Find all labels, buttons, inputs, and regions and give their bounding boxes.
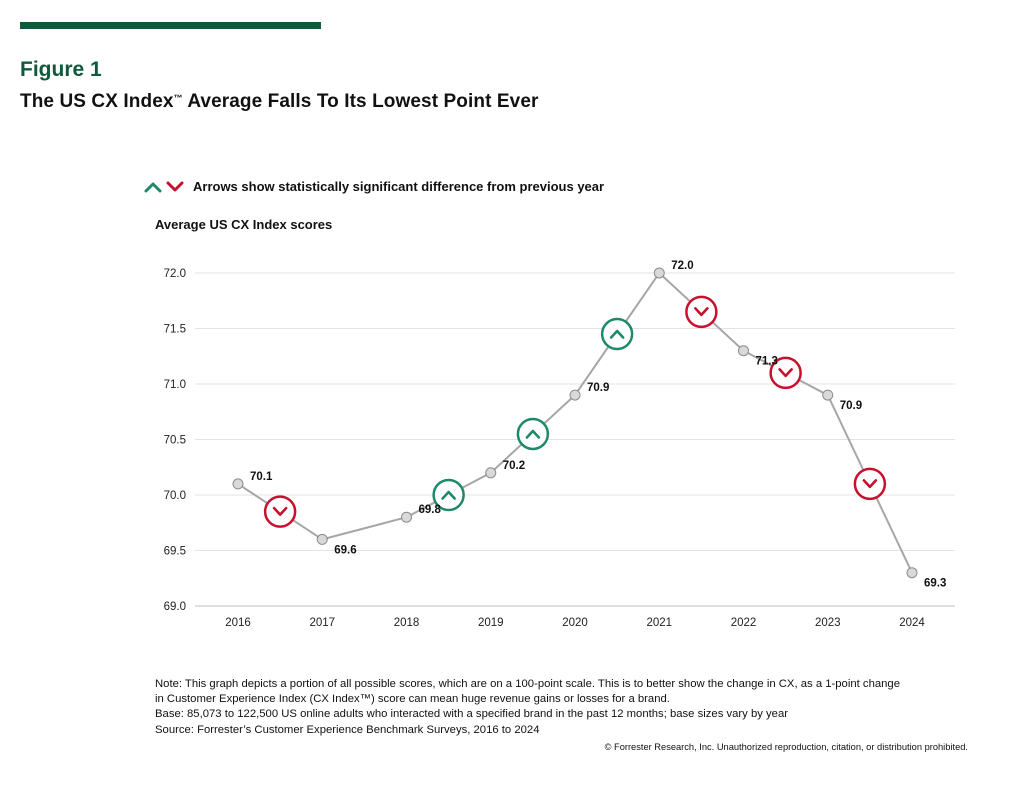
significance-down-marker: [853, 467, 887, 501]
significance-up-marker: [432, 478, 465, 512]
data-label: 72.0: [671, 260, 693, 272]
chart-subtitle: Average US CX Index scores: [155, 217, 333, 232]
chevron-down-icon: [166, 181, 184, 191]
x-tick-label: 2021: [646, 617, 672, 629]
chevron-up-icon: [441, 490, 456, 500]
data-point: [906, 567, 918, 579]
chevron-down-icon: [778, 368, 793, 378]
data-point: [316, 533, 328, 545]
y-tick-label: 69.0: [164, 601, 186, 613]
figure-label: Figure 1: [20, 58, 102, 81]
title-rest: Average Falls To Its Lowest Point Ever: [182, 91, 539, 112]
data-point: [232, 478, 244, 490]
figure-title: The US CX Index™ Average Falls To Its Lo…: [20, 91, 539, 113]
significance-up-marker: [516, 417, 550, 451]
data-point: [738, 345, 749, 357]
y-tick-label: 71.0: [164, 379, 186, 391]
data-point: [653, 267, 665, 279]
data-point: [485, 467, 497, 479]
x-tick-label: 2016: [225, 617, 251, 629]
y-tick-label: 70.0: [164, 490, 186, 502]
title-main: The US CX Index: [20, 91, 174, 112]
legend-text: Arrows show statistically significant di…: [193, 179, 605, 194]
chevron-up-icon: [144, 182, 162, 192]
base-line: Base: 85,073 to 122,500 US online adults…: [155, 708, 789, 721]
data-label: 69.6: [334, 544, 356, 556]
series-line: [237, 271, 913, 574]
significance-down-marker: [685, 295, 718, 329]
x-tick-label: 2022: [731, 617, 757, 629]
y-tick-label: 72.0: [164, 268, 186, 280]
x-tick-label: 2023: [815, 617, 841, 629]
trademark-mark: ™: [173, 93, 183, 103]
data-label: 71.3: [756, 356, 778, 368]
data-point: [569, 389, 581, 401]
significance-down-marker: [263, 495, 297, 528]
header-accent-bar: [20, 22, 321, 29]
y-tick-label: 69.5: [164, 546, 186, 558]
x-tick-label: 2019: [478, 617, 504, 629]
chevron-down-icon: [694, 307, 709, 317]
chevron-down-icon: [862, 479, 878, 489]
note-line: in Customer Experience Index (CX Index™)…: [155, 693, 670, 706]
x-tick-label: 2024: [899, 617, 925, 629]
data-point: [401, 511, 412, 523]
copyright-notice: © Forrester Research, Inc. Unauthorized …: [604, 742, 968, 752]
x-tick-label: 2020: [562, 617, 588, 629]
significance-up-marker: [600, 317, 634, 351]
y-tick-label: 70.5: [164, 435, 186, 447]
chevron-up-icon: [525, 429, 541, 439]
chart-notes: Note: This graph depicts a portion of al…: [155, 677, 985, 738]
x-tick-label: 2018: [394, 617, 420, 629]
data-label: 70.1: [250, 471, 273, 483]
significance-down-marker: [769, 356, 802, 390]
x-tick-label: 2017: [309, 617, 335, 629]
data-label: 70.2: [503, 460, 525, 472]
chevron-up-icon: [609, 329, 625, 339]
y-tick-label: 71.5: [164, 324, 186, 336]
significance-legend: Arrows show statistically significant di…: [143, 179, 604, 194]
data-label: 70.9: [587, 382, 609, 394]
data-label: 70.9: [840, 400, 862, 412]
note-line: Note: This graph depicts a portion of al…: [155, 678, 900, 690]
data-label: 69.3: [924, 578, 946, 590]
data-label: 69.8: [419, 504, 442, 516]
data-point: [822, 389, 834, 401]
source-line: Source: Forrester’s Customer Experience …: [155, 723, 540, 736]
chevron-down-icon: [272, 506, 288, 516]
legend-arrows: [143, 180, 185, 194]
